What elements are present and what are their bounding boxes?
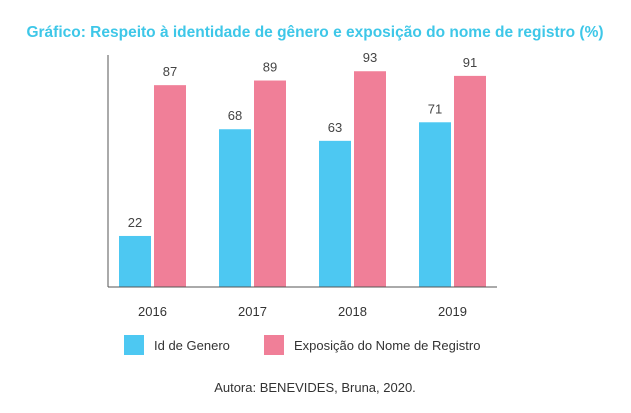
value-label-id-genero-2019: 71	[428, 101, 442, 116]
x-tick-label-2017: 2017	[238, 304, 267, 319]
value-label-exposicao-2018: 93	[363, 50, 377, 65]
value-label-id-genero-2016: 22	[128, 215, 142, 230]
bar-id-genero-2016	[119, 235, 151, 287]
value-label-id-genero-2018: 63	[328, 120, 342, 135]
x-tick-labels: 2016 2017 2018 2019	[138, 304, 467, 319]
bar-exposicao-2019	[454, 75, 486, 287]
bar-id-genero-2019	[419, 122, 451, 287]
value-label-exposicao-2017: 89	[263, 60, 277, 75]
bar-id-genero-2018	[319, 140, 351, 287]
bar-exposicao-2017	[254, 80, 286, 288]
source-caption: Autora: BENEVIDES, Bruna, 2020.	[214, 380, 416, 395]
value-label-id-genero-2017: 68	[228, 108, 242, 123]
legend: Id de Genero Exposição do Nome de Regist…	[124, 335, 480, 355]
legend-label-exposicao: Exposição do Nome de Registro	[294, 338, 480, 353]
bar-exposicao-2018	[354, 71, 386, 288]
value-label-exposicao-2016: 87	[163, 64, 177, 79]
x-tick-label-2018: 2018	[338, 304, 367, 319]
chart-title: Gráfico: Respeito à identidade de gênero…	[26, 24, 603, 41]
bars-layer	[119, 71, 486, 288]
legend-swatch-exposicao	[264, 335, 284, 355]
bar-id-genero-2017	[219, 129, 251, 287]
legend-label-id-genero: Id de Genero	[154, 338, 230, 353]
x-tick-label-2016: 2016	[138, 304, 167, 319]
value-labels-layer: 22 87 68 89 63 93 71 91	[128, 50, 477, 230]
x-tick-label-2019: 2019	[438, 304, 467, 319]
legend-swatch-id-genero	[124, 335, 144, 355]
value-label-exposicao-2019: 91	[463, 55, 477, 70]
bar-exposicao-2016	[154, 85, 186, 287]
